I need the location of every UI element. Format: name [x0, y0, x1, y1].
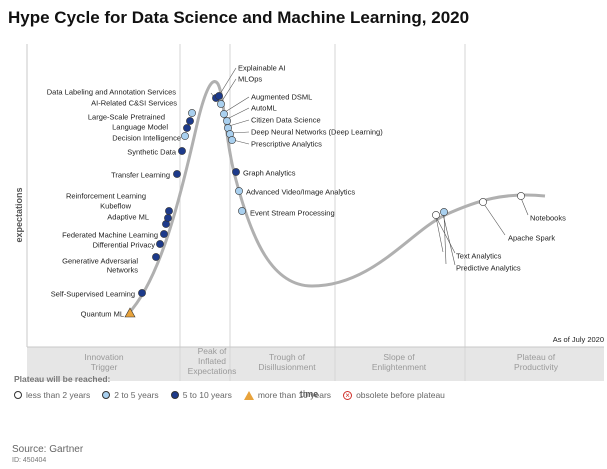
technology-marker	[183, 124, 191, 132]
leader-line	[219, 67, 237, 95]
technology-marker	[232, 168, 240, 176]
technology-marker	[517, 192, 525, 200]
leader-line	[442, 213, 456, 266]
technology-marker	[235, 187, 243, 195]
technology-label: Prescriptive Analytics	[251, 140, 322, 149]
technology-label: Large-Scale Pretrained	[88, 113, 165, 122]
technology-label: Kubeflow	[100, 202, 131, 211]
technology-marker	[186, 117, 194, 125]
technology-marker	[215, 92, 223, 100]
technology-marker	[173, 170, 181, 178]
leader-line	[483, 203, 506, 236]
document-id: ID: 450404	[12, 457, 47, 464]
technology-marker	[217, 100, 225, 108]
legend-items: less than 2 years 2 to 5 years 5 to 10 yea…	[14, 390, 604, 400]
y-axis-label: expectations	[14, 187, 24, 242]
leader-line	[228, 119, 250, 127]
legend-item: 2 to 5 years	[102, 390, 159, 400]
leader-line	[435, 216, 444, 253]
technology-label: Language Model	[112, 123, 168, 132]
legend-title: Plateau will be reached:	[14, 374, 111, 384]
technology-marker	[138, 289, 146, 297]
legend-circle-icon	[102, 391, 111, 399]
technology-marker	[223, 117, 231, 125]
technology-label: Reinforcement Learning	[66, 192, 146, 201]
legend-triangle-icon	[243, 390, 254, 400]
phase-label: Innovation Trigger	[84, 352, 123, 372]
technology-label: Advanced Video/Image Analytics	[246, 188, 355, 197]
technology-marker	[432, 211, 440, 219]
legend-circle-icon	[14, 391, 22, 399]
leader-line	[230, 131, 250, 134]
leader-line	[443, 213, 447, 265]
legend-circle-icon	[170, 391, 179, 399]
technology-label: Graph Analytics	[243, 169, 296, 178]
legend-label: less than 2 years	[26, 390, 91, 400]
technology-label: MLOps	[238, 75, 262, 84]
technology-label: Explainable AI	[238, 64, 286, 73]
phase-label: Slope of Enlightenment	[372, 352, 427, 372]
technology-label: Synthetic Data	[127, 148, 177, 157]
legend-obsolete-icon: ×	[343, 390, 353, 400]
leader-line	[221, 78, 237, 102]
legend-label: more than 10 years	[257, 390, 332, 400]
technology-marker	[238, 207, 246, 215]
chart-title: Hype Cycle for Data Science and Machine …	[8, 8, 470, 27]
technology-marker	[188, 109, 196, 117]
technology-marker	[152, 253, 160, 261]
technology-marker	[479, 198, 487, 206]
technology-label: Augmented DSML	[251, 93, 312, 102]
source-note: Source: Gartner	[12, 444, 84, 455]
technology-label: Adaptive ML	[107, 213, 149, 222]
technology-label: Self-Supervised Learning	[51, 290, 135, 299]
technology-label: Differential Privacy	[93, 241, 156, 250]
technology-marker	[124, 307, 136, 318]
technology-label: Notebooks	[530, 214, 566, 223]
leader-line	[226, 107, 250, 120]
technology-marker	[160, 230, 168, 238]
technology-marker	[165, 207, 173, 215]
technology-marker	[228, 136, 236, 144]
technology-label: AutoML	[251, 104, 277, 113]
x-axis-label: time	[300, 389, 319, 399]
technology-marker	[440, 208, 448, 216]
phase-band	[27, 347, 604, 381]
legend-item: 5 to 10 years	[170, 390, 232, 400]
legend-item: more than 10 years	[243, 390, 332, 400]
legend: Plateau will be reached: less than 2 yea…	[14, 374, 604, 400]
technology-marker	[164, 214, 172, 222]
technology-marker	[178, 147, 186, 155]
technology-marker	[220, 110, 228, 118]
technology-label: Text Analytics	[456, 252, 502, 261]
legend-label: 2 to 5 years	[114, 390, 159, 400]
leader-line	[435, 216, 456, 254]
legend-label: obsolete before plateau	[356, 390, 445, 400]
technology-label: Predictive Analytics	[456, 264, 521, 273]
technology-label: AI-Related C&SI Services	[91, 99, 177, 108]
technology-label: Event Stream Processing	[250, 209, 335, 218]
technology-label: Decision Intelligence	[112, 134, 181, 143]
leader-line	[520, 197, 529, 216]
technology-label: Deep Neural Networks (Deep Learning)	[251, 128, 383, 137]
technology-label: Federated Machine Learning	[62, 231, 158, 240]
legend-item: × obsolete before plateau	[343, 390, 445, 400]
phase-label: Peak of Inflated Expectations	[188, 346, 237, 376]
technology-label: Generative Adversarial Networks	[62, 257, 138, 275]
technology-label: Quantum ML	[81, 310, 124, 319]
phase-label: Trough of Disillusionment	[258, 352, 316, 372]
technology-marker	[181, 132, 189, 140]
technology-label: Data Labeling and Annotation Services	[47, 88, 177, 97]
technology-label: Citizen Data Science	[251, 116, 321, 125]
technology-label: Apache Spark	[508, 234, 555, 243]
leader-line	[224, 96, 250, 113]
phase-label: Plateau of Productivity	[514, 352, 559, 372]
technology-marker	[156, 240, 164, 248]
legend-item: less than 2 years	[14, 390, 90, 400]
as-of-note: As of July 2020	[553, 335, 604, 344]
technology-label: Transfer Learning	[111, 171, 170, 180]
legend-label: 5 to 10 years	[182, 390, 232, 400]
